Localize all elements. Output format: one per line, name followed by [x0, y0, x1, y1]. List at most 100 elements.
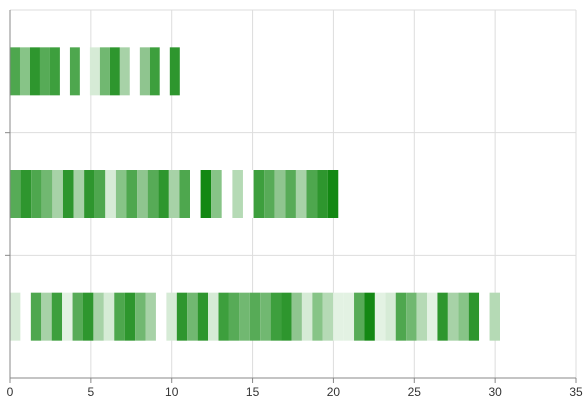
bar-segment — [312, 292, 323, 341]
bar-segment — [10, 47, 20, 96]
bar-segment — [52, 170, 63, 218]
bar-segment — [10, 292, 21, 341]
bar-segment — [93, 292, 104, 341]
bar-segment — [139, 47, 150, 96]
bar-segment — [79, 47, 90, 96]
bar-segment — [147, 170, 159, 218]
chart-axes — [5, 10, 576, 379]
bar-segment — [31, 170, 42, 218]
bar-segment — [322, 292, 334, 341]
bar-segment — [221, 170, 233, 218]
bar-segment — [270, 292, 282, 341]
bar-segment — [327, 170, 339, 218]
bar-segment — [99, 47, 110, 96]
x-tick-label: 25 — [408, 385, 422, 399]
bar-segment — [124, 292, 136, 341]
bar-segment — [374, 292, 386, 341]
bar-segment — [72, 292, 83, 341]
bar-segment — [218, 292, 229, 341]
x-axis-ticks: 0 5 10 15 20 25 30 35 — [7, 378, 583, 399]
bar-segment — [105, 170, 116, 218]
bar-segment — [249, 292, 261, 341]
bar-segment — [306, 170, 318, 218]
bar-segment — [239, 292, 250, 341]
bar-segment — [59, 47, 70, 96]
bar-segment — [39, 47, 50, 96]
bar-segment — [232, 170, 243, 218]
x-tick-label: 15 — [246, 385, 260, 399]
bar-segment — [135, 292, 146, 341]
bar-segment — [489, 292, 500, 341]
bar-segment — [145, 292, 156, 341]
bar-segment — [301, 292, 313, 341]
bar-segment — [103, 292, 115, 341]
bar-segment — [29, 47, 40, 96]
bar-segment — [168, 170, 180, 218]
bar-segment — [416, 292, 428, 341]
bar-segment — [317, 170, 328, 218]
bar-segment — [119, 47, 130, 96]
bar-segment — [479, 292, 490, 341]
x-tick-label: 30 — [488, 385, 502, 399]
bar-segment — [343, 292, 355, 341]
bar-segment — [20, 292, 31, 341]
bar-segment — [155, 292, 167, 341]
x-tick-label: 20 — [327, 385, 341, 399]
bar-segment — [197, 292, 209, 341]
bar-segment — [200, 170, 212, 218]
bar-segment — [41, 170, 53, 218]
bar-segment — [285, 170, 296, 218]
bar-segment — [62, 292, 73, 341]
bar-segment — [208, 292, 219, 341]
bar-segment — [149, 47, 160, 96]
x-tick-label: 5 — [88, 385, 95, 399]
bar-segment — [264, 170, 275, 218]
bar-segment — [114, 292, 125, 341]
bar-segment — [427, 292, 438, 341]
bar-segment — [176, 292, 188, 341]
bar-segment — [364, 292, 375, 341]
bar-segment — [274, 170, 286, 218]
bar-segment — [20, 170, 32, 218]
bar-segment — [447, 292, 459, 341]
bar-segment — [437, 292, 448, 341]
bar-segment — [169, 47, 180, 96]
bar-segment — [179, 170, 191, 218]
bar-segment — [84, 170, 95, 218]
bar-segment — [228, 292, 240, 341]
bar-segment — [211, 170, 222, 218]
bar-segment — [69, 47, 80, 96]
bar-segment — [41, 292, 52, 341]
bar-segment — [19, 47, 30, 96]
x-tick-label: 35 — [569, 385, 583, 399]
x-tick-label: 10 — [165, 385, 179, 399]
bar-segment — [10, 170, 21, 218]
bar-segment — [137, 170, 148, 218]
bar-segment — [115, 170, 127, 218]
bar-segment — [129, 47, 140, 96]
bar-segment — [62, 170, 74, 218]
bar-segment — [242, 170, 254, 218]
bar-segment — [395, 292, 407, 341]
bar-segment — [73, 170, 85, 218]
bar-segment — [333, 292, 344, 341]
bar-segment — [30, 292, 42, 341]
bar-segment — [291, 292, 302, 341]
bar-segment — [159, 47, 170, 96]
bar-segment — [94, 170, 106, 218]
bar-segment — [51, 292, 63, 341]
bar-segment — [354, 292, 365, 341]
bar-segment — [385, 292, 396, 341]
bar-segment — [158, 170, 169, 218]
chart-bars — [10, 47, 500, 341]
bar-segment — [49, 47, 60, 96]
bar-segment — [281, 292, 292, 341]
bar-segment — [458, 292, 469, 341]
bar-segment — [253, 170, 265, 218]
x-tick-label: 0 — [7, 385, 14, 399]
bar-segment — [406, 292, 417, 341]
bar-segment — [260, 292, 271, 341]
bar-segment — [190, 170, 201, 218]
bar-segment — [468, 292, 480, 341]
